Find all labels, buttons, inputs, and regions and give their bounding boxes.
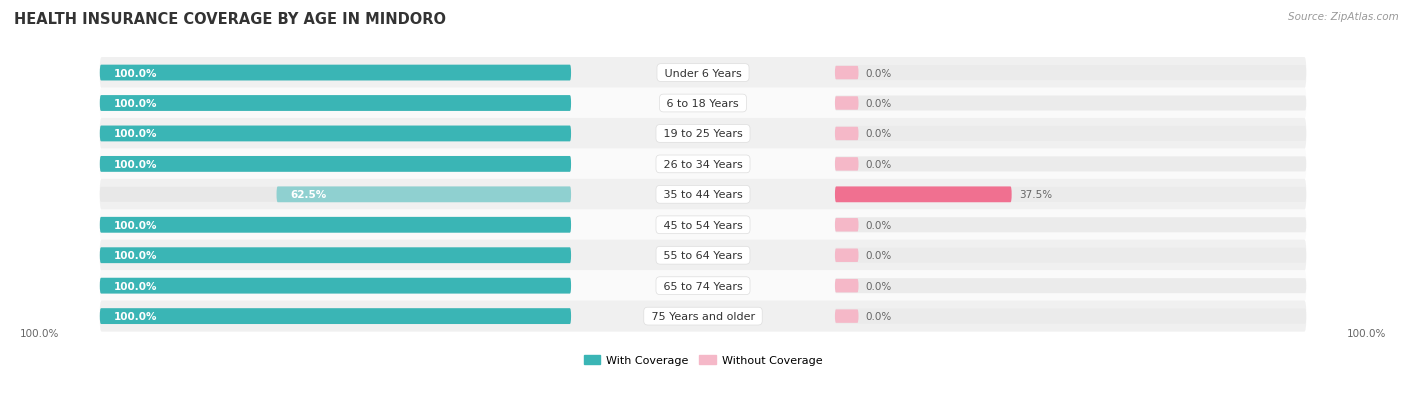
FancyBboxPatch shape [100, 126, 571, 142]
Text: 100.0%: 100.0% [114, 159, 157, 169]
Text: 6 to 18 Years: 6 to 18 Years [664, 99, 742, 109]
FancyBboxPatch shape [100, 271, 1306, 301]
FancyBboxPatch shape [100, 278, 571, 294]
FancyBboxPatch shape [835, 128, 859, 141]
Text: 45 to 54 Years: 45 to 54 Years [659, 220, 747, 230]
FancyBboxPatch shape [100, 66, 571, 81]
FancyBboxPatch shape [835, 310, 859, 323]
FancyBboxPatch shape [100, 58, 1306, 89]
Text: HEALTH INSURANCE COVERAGE BY AGE IN MINDORO: HEALTH INSURANCE COVERAGE BY AGE IN MIND… [14, 12, 446, 27]
FancyBboxPatch shape [835, 218, 859, 232]
Text: 100.0%: 100.0% [1347, 328, 1386, 338]
Text: 100.0%: 100.0% [114, 129, 157, 139]
Text: 100.0%: 100.0% [114, 311, 157, 321]
FancyBboxPatch shape [100, 218, 571, 233]
Text: 0.0%: 0.0% [866, 281, 891, 291]
FancyBboxPatch shape [100, 210, 1306, 241]
Text: 65 to 74 Years: 65 to 74 Years [659, 281, 747, 291]
Text: Source: ZipAtlas.com: Source: ZipAtlas.com [1288, 12, 1399, 22]
Text: 37.5%: 37.5% [1019, 190, 1052, 200]
FancyBboxPatch shape [835, 127, 1306, 142]
FancyBboxPatch shape [100, 188, 571, 202]
Text: 0.0%: 0.0% [866, 311, 891, 321]
Text: 0.0%: 0.0% [866, 159, 891, 169]
Text: 100.0%: 100.0% [20, 328, 59, 338]
Text: 0.0%: 0.0% [866, 220, 891, 230]
Text: 0.0%: 0.0% [866, 69, 891, 78]
Text: 100.0%: 100.0% [114, 69, 157, 78]
FancyBboxPatch shape [100, 278, 571, 294]
FancyBboxPatch shape [100, 157, 571, 172]
FancyBboxPatch shape [100, 248, 571, 263]
FancyBboxPatch shape [835, 96, 1306, 111]
FancyBboxPatch shape [100, 88, 1306, 119]
FancyBboxPatch shape [100, 309, 571, 324]
FancyBboxPatch shape [100, 119, 1306, 150]
Legend: With Coverage, Without Coverage: With Coverage, Without Coverage [579, 351, 827, 370]
FancyBboxPatch shape [100, 66, 571, 81]
Text: 100.0%: 100.0% [114, 220, 157, 230]
FancyBboxPatch shape [835, 66, 859, 80]
FancyBboxPatch shape [100, 301, 1306, 332]
FancyBboxPatch shape [835, 278, 1306, 294]
Text: 0.0%: 0.0% [866, 129, 891, 139]
FancyBboxPatch shape [835, 97, 859, 110]
FancyBboxPatch shape [100, 96, 571, 112]
FancyBboxPatch shape [835, 309, 1306, 324]
Text: 0.0%: 0.0% [866, 251, 891, 261]
Text: 0.0%: 0.0% [866, 99, 891, 109]
FancyBboxPatch shape [100, 217, 571, 233]
FancyBboxPatch shape [100, 179, 1306, 210]
FancyBboxPatch shape [835, 66, 1306, 81]
FancyBboxPatch shape [100, 157, 571, 172]
FancyBboxPatch shape [277, 187, 571, 203]
FancyBboxPatch shape [835, 249, 859, 262]
Text: 35 to 44 Years: 35 to 44 Years [659, 190, 747, 200]
FancyBboxPatch shape [835, 218, 1306, 233]
Text: 100.0%: 100.0% [114, 281, 157, 291]
FancyBboxPatch shape [835, 187, 1012, 203]
Text: 26 to 34 Years: 26 to 34 Years [659, 159, 747, 169]
FancyBboxPatch shape [100, 240, 1306, 271]
FancyBboxPatch shape [835, 279, 859, 293]
Text: Under 6 Years: Under 6 Years [661, 69, 745, 78]
Text: 19 to 25 Years: 19 to 25 Years [659, 129, 747, 139]
FancyBboxPatch shape [100, 248, 571, 263]
FancyBboxPatch shape [835, 188, 1306, 202]
FancyBboxPatch shape [835, 158, 859, 171]
Text: 100.0%: 100.0% [114, 99, 157, 109]
FancyBboxPatch shape [100, 127, 571, 142]
Text: 75 Years and older: 75 Years and older [648, 311, 758, 321]
FancyBboxPatch shape [100, 309, 571, 324]
Text: 62.5%: 62.5% [291, 190, 328, 200]
Text: 55 to 64 Years: 55 to 64 Years [659, 251, 747, 261]
FancyBboxPatch shape [100, 96, 571, 111]
FancyBboxPatch shape [835, 157, 1306, 172]
Text: 100.0%: 100.0% [114, 251, 157, 261]
FancyBboxPatch shape [100, 149, 1306, 180]
FancyBboxPatch shape [835, 248, 1306, 263]
